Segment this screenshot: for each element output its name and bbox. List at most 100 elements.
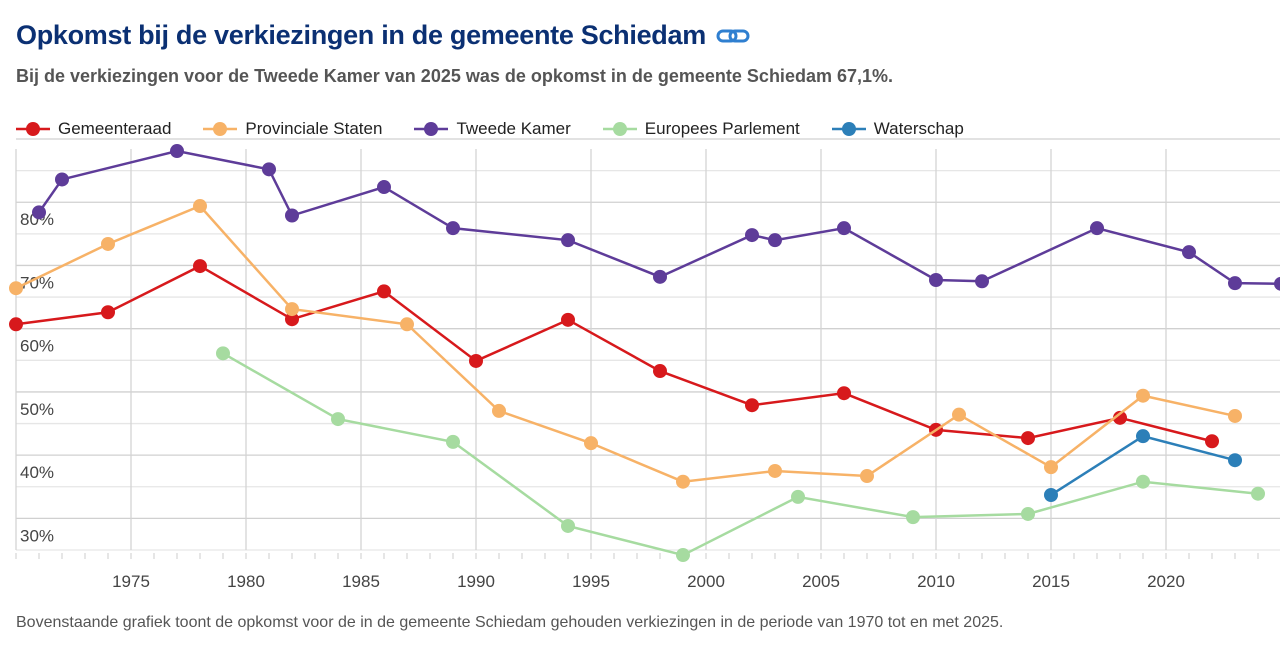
page-title: Opkomst bij de verkiezingen in de gemeen… [16,20,752,51]
data-point [561,312,575,327]
data-point [676,474,690,489]
data-point [929,273,943,288]
data-point [584,436,598,451]
footer-note: Bovenstaande grafiek toont de opkomst vo… [16,614,1004,631]
data-point [1044,487,1058,502]
legend-item[interactable]: Tweede Kamer [414,119,571,139]
data-point [1205,434,1219,449]
data-point [975,274,989,289]
x-tick-label: 2000 [687,572,725,591]
data-point [1136,474,1150,489]
series-line-tweede-kamer [37,149,1280,286]
data-point [1136,429,1150,444]
data-point [1228,408,1242,423]
legend-marker-icon [16,122,50,136]
data-point [101,236,115,251]
y-tick-label: 40% [20,463,54,482]
data-point [745,228,759,243]
data-point [262,162,276,177]
data-point [1021,506,1035,521]
series-line-europees-parlement [222,352,1259,557]
data-point [285,208,299,223]
data-point [1228,276,1242,291]
x-tick-label: 1995 [572,572,610,591]
y-tick-label: 80% [20,210,54,229]
x-tick-label: 1980 [227,572,265,591]
data-point [446,221,460,236]
data-point [860,469,874,484]
data-point [1274,276,1280,291]
data-point [216,346,230,361]
data-point [285,312,299,327]
legend: Gemeenteraad Provinciale Staten Tweede Kam… [16,119,996,139]
data-point [446,434,460,449]
data-point [1044,460,1058,475]
legend-label: Europees Parlement [644,119,800,138]
data-point [9,317,23,332]
data-point [1113,410,1127,425]
data-point [55,172,69,187]
legend-item[interactable]: Gemeenteraad [16,119,171,139]
data-point [1136,388,1150,403]
legend-marker-icon [203,122,238,136]
data-point [400,317,414,332]
data-point [377,284,391,299]
data-point [676,548,690,563]
data-point [768,463,782,478]
x-tick-label: 2010 [917,572,955,591]
data-point [1251,486,1265,501]
data-point [561,233,575,248]
legend-label: Provinciale Staten [245,119,383,138]
series-line-provinciale-staten [15,204,1236,483]
x-tick-label: 2020 [1147,572,1185,591]
legend-item[interactable]: Europees Parlement [602,119,800,139]
series-line-gemeenteraad [15,264,1213,443]
legend-marker-icon [414,122,449,136]
link-icon[interactable] [716,27,752,45]
data-point [32,205,46,220]
legend-item[interactable]: Waterschap [831,119,964,139]
y-tick-label: 60% [20,337,54,356]
y-tick-label: 50% [20,400,54,419]
legend-label: Gemeenteraad [58,119,172,138]
data-point [837,386,851,401]
data-point [653,364,667,379]
y-tick-label: 30% [20,526,54,545]
legend-label: Waterschap [873,119,964,138]
data-point [745,398,759,413]
data-point [768,233,782,248]
legend-marker-icon [602,122,637,136]
data-point [561,518,575,533]
data-point [377,180,391,195]
data-point [791,489,805,504]
data-point [837,221,851,236]
data-point [1021,431,1035,446]
x-tick-label: 2005 [802,572,840,591]
data-point [1228,453,1242,468]
data-point [193,199,207,214]
data-point [492,403,506,418]
x-tick-label: 2015 [1032,572,1070,591]
data-point [653,269,667,284]
data-point [469,353,483,368]
data-point [170,144,184,159]
legend-marker-icon [831,122,866,136]
legend-label: Tweede Kamer [456,119,571,138]
data-point [952,407,966,422]
x-tick-label: 1985 [342,572,380,591]
data-point [193,259,207,274]
x-tick-label: 1975 [112,572,150,591]
x-tick-label: 1990 [457,572,495,591]
data-point [1090,221,1104,236]
subtitle: Bij de verkiezingen voor de Tweede Kamer… [16,66,893,86]
data-point [101,305,115,320]
data-point [9,281,23,296]
data-point [331,412,345,427]
data-point [906,510,920,525]
title-text: Opkomst bij de verkiezingen in de gemeen… [16,20,706,50]
data-point [1182,245,1196,260]
data-point [285,302,299,317]
y-tick-label: 70% [20,273,54,292]
legend-item[interactable]: Provinciale Staten [203,119,382,139]
